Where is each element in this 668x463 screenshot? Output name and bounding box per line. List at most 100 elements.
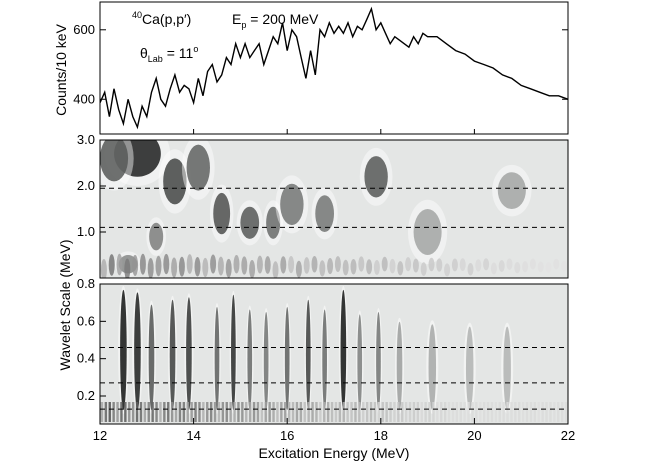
wavelet-high-blob — [100, 140, 129, 182]
wavelet-high-blob — [240, 206, 260, 239]
spectrum-line — [100, 6, 568, 130]
wavelet-high-texture — [241, 256, 248, 275]
wavelet-high-texture — [537, 261, 544, 273]
wavelet-low-texture — [182, 402, 186, 422]
wavelet-high-texture — [202, 257, 209, 278]
wavelet-high-texture — [163, 253, 170, 275]
wavelet-high-texture — [249, 260, 256, 278]
wavelet-low-texture — [365, 402, 369, 422]
wavelet-low-texture — [447, 402, 451, 422]
wavelet-low-texture — [455, 402, 459, 422]
wavelet-high-texture — [459, 258, 466, 271]
x-tick-label: 18 — [374, 428, 388, 443]
wavelet-low-texture — [389, 402, 392, 422]
wavelet-low-texture — [533, 402, 537, 422]
wavelet-low-texture — [404, 402, 408, 422]
wavelet-high-texture — [194, 257, 201, 277]
spectrum-y-tick-label: 600 — [73, 22, 95, 37]
wavelet-low-texture — [143, 402, 147, 422]
wavelet-high-texture — [132, 254, 139, 277]
wavelet-low-texture — [334, 402, 338, 422]
wavelet-high-panel-frame — [99, 139, 569, 279]
wavelet-low-y-tick-label: 0.8 — [77, 276, 95, 291]
wavelet-low-texture — [291, 402, 295, 422]
spectrum-y-ticks: 400 600 — [73, 22, 568, 106]
wavelet-low-stripe — [376, 311, 381, 410]
wavelet-low-texture — [280, 402, 283, 422]
wavelet-low-texture — [346, 402, 349, 422]
wavelet-high-texture — [155, 255, 162, 277]
wavelet-high-texture — [412, 258, 419, 273]
wavelet-low-texture — [225, 402, 228, 422]
wavelet-low-dashed-lines — [100, 346, 568, 410]
wavelet-low-texture — [135, 402, 139, 422]
x-tick-label: 16 — [280, 428, 294, 443]
wavelet-low-texture — [510, 402, 513, 422]
wavelet-low-texture — [206, 402, 209, 422]
wavelet-high-texture — [124, 258, 131, 278]
wavelet-low-texture — [408, 402, 412, 422]
wavelet-low-y-tick-label: 0.4 — [77, 351, 95, 366]
wavelet-low-texture — [514, 402, 517, 422]
wavelet-high-texture — [506, 258, 513, 270]
wavelet-high-texture — [420, 262, 427, 276]
wavelet-low-texture — [373, 402, 377, 422]
wavelet-low-texture — [358, 402, 361, 422]
wavelet-high-texture — [100, 259, 107, 278]
wavelet-low-texture — [198, 402, 201, 422]
wavelet-high-blob — [163, 158, 187, 205]
wavelet-low-texture — [564, 402, 568, 422]
wavelet-high-texture — [139, 253, 146, 275]
wavelet-low-texture — [272, 402, 275, 422]
wavelet-high-texture — [178, 256, 185, 277]
wavelet-low-stripe — [120, 289, 127, 411]
wavelet-low-stripe — [214, 307, 220, 410]
wavelet-low-texture — [518, 402, 521, 422]
wavelet-high-texture — [436, 258, 443, 272]
wavelet-low-stripe — [148, 304, 155, 410]
wavelet-high-y-tick-label: 3.0 — [77, 132, 95, 147]
wavelet-low-texture — [116, 402, 119, 422]
wavelet-low-texture — [553, 402, 556, 422]
wavelet-low-texture — [443, 402, 447, 422]
wavelet-low-texture — [124, 402, 127, 422]
wavelet-low-texture — [506, 402, 509, 422]
wavelet-low-texture — [303, 402, 306, 422]
wavelet-low-texture — [139, 402, 143, 422]
wavelet-low-texture — [377, 402, 381, 422]
wavelet-low-texture — [436, 402, 439, 422]
wavelet-high-heatmap — [100, 140, 568, 278]
wavelet-low-stripe — [284, 307, 290, 410]
wavelet-low-texture — [170, 402, 174, 422]
wavelet-high-texture — [225, 258, 232, 278]
x-tick-label: 12 — [93, 428, 107, 443]
wavelet-low-stripe — [134, 292, 141, 410]
wavelet-low-texture — [326, 402, 330, 422]
wavelet-low-stripe — [231, 294, 236, 410]
wavelet-low-stripe — [186, 297, 192, 410]
wavelet-high-texture — [327, 257, 334, 275]
wavelet-high-texture — [389, 258, 396, 274]
wavelet-high-texture — [272, 261, 279, 278]
wavelet-low-texture — [256, 402, 260, 422]
wavelet-low-texture — [537, 402, 540, 422]
wavelet-high-texture — [319, 260, 326, 277]
wavelet-high-blob — [497, 172, 526, 210]
x-tick-label: 14 — [186, 428, 200, 443]
wavelet-high-texture — [108, 254, 115, 276]
wavelet-low-texture — [486, 402, 490, 422]
wavelet-low-stripe — [305, 299, 311, 410]
wavelet-high-texture — [210, 254, 217, 274]
wavelet-low-texture — [299, 402, 303, 422]
wavelet-low-texture — [416, 402, 420, 422]
wavelet-low-texture — [108, 402, 111, 422]
wavelet-low-texture — [479, 402, 482, 422]
scattering-angle-annotation: θLab = 11o — [140, 44, 198, 64]
wavelet-low-texture — [482, 402, 486, 422]
wavelet-low-texture — [147, 402, 150, 422]
wavelet-low-texture — [268, 402, 271, 422]
wavelet-low-texture — [311, 402, 314, 422]
wavelet-high-texture — [428, 257, 435, 272]
wavelet-low-texture — [338, 402, 342, 422]
wavelet-low-texture — [190, 402, 193, 422]
